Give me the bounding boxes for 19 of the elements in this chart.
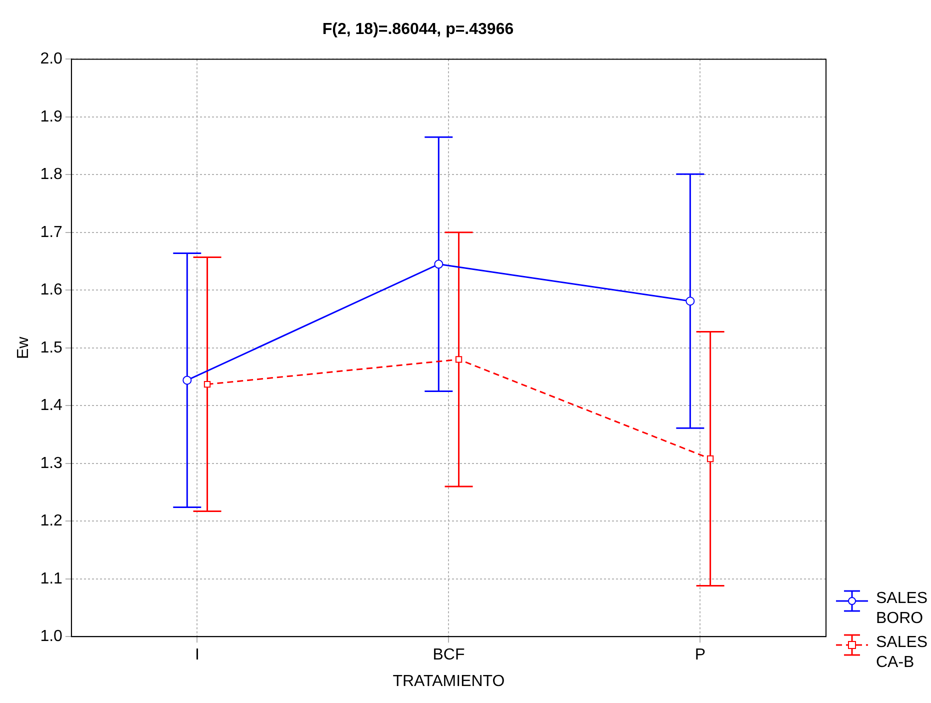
y-tick-label: 1.1 [40,570,63,588]
y-tick-label: 1.4 [40,397,63,414]
legend-label: SALES CA-B [876,632,929,673]
x-tick-label: BCF [432,646,465,664]
y-tick-label: 1.3 [40,454,63,472]
y-tick-label: 1.6 [40,282,63,299]
y-tick-label: 1.8 [40,166,63,184]
y-tick-label: 2.0 [40,50,63,68]
y-tick-label: 1.2 [40,512,63,530]
y-tick-label: 1.5 [40,339,63,356]
x-axis-title: TRATAMIENTO [392,672,505,690]
y-tick-label: 1.0 [40,628,63,646]
chart-title: F(2, 18)=.86044, p=.43966 [322,21,514,38]
y-tick-label: 1.7 [40,224,63,241]
x-tick-label: I [194,646,200,664]
legend-label: SALES BORO [876,588,929,629]
y-tick-label: 1.9 [40,108,63,126]
y-axis-title: Ew [15,336,32,360]
x-tick-label: P [694,646,706,664]
